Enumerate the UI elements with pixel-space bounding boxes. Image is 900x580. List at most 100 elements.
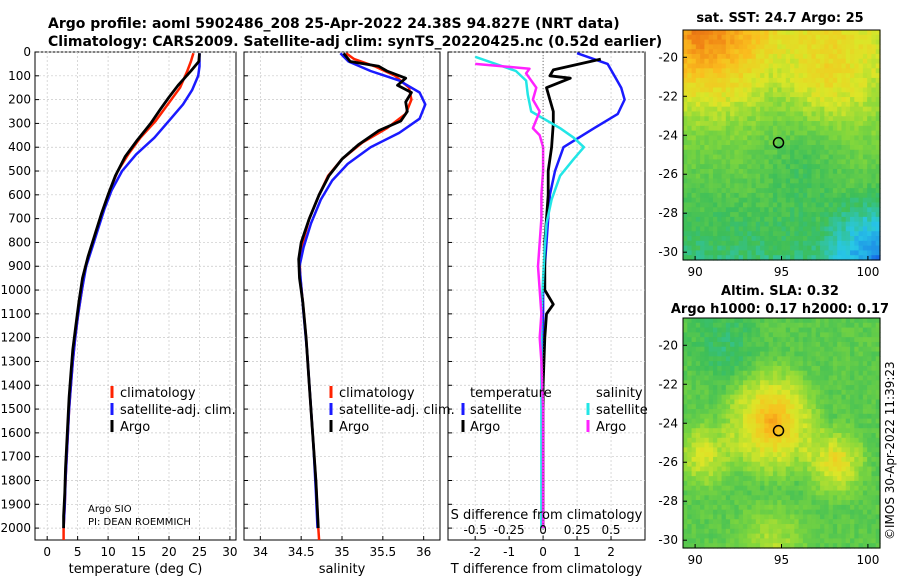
map-cell [691, 332, 697, 338]
map-cell [867, 111, 873, 117]
map-cell [802, 452, 808, 458]
map-cell [845, 485, 851, 492]
map-y-tick-label: -26 [658, 167, 678, 181]
map-cell [704, 380, 710, 386]
map-cell [820, 361, 825, 367]
map-cell [781, 130, 787, 137]
map-cell [747, 409, 753, 415]
map-cell [755, 34, 761, 41]
map-cell [790, 370, 795, 377]
map-cell [862, 332, 868, 338]
map-cell [828, 409, 834, 415]
map-cell [828, 159, 834, 165]
map-cell [704, 351, 710, 357]
map-cell [807, 44, 813, 50]
map-cell [871, 346, 877, 353]
map-cell [734, 154, 740, 160]
map-cell [871, 538, 877, 544]
map-cell [798, 49, 804, 55]
map-cell [794, 130, 800, 137]
map-cell [717, 490, 723, 496]
map-cell [738, 58, 744, 65]
map-cell [862, 480, 868, 487]
map-cell [858, 524, 864, 530]
map-cell [700, 514, 706, 520]
map-cell [781, 337, 787, 343]
map-cell [704, 461, 710, 468]
map-cell [824, 385, 830, 391]
map-cell [738, 44, 744, 50]
map-cell [768, 533, 774, 540]
map-cell [790, 332, 795, 338]
map-cell [687, 380, 693, 386]
map-cell [738, 53, 744, 60]
map-cell [845, 389, 851, 396]
map-cell [875, 106, 881, 113]
map-cell [824, 245, 830, 252]
map-cell [862, 68, 868, 74]
map-cell [777, 361, 783, 367]
plot-frame [34, 51, 237, 541]
map-cell [683, 318, 688, 324]
map-cell [811, 149, 817, 156]
map-cell [790, 399, 795, 405]
map-cell [858, 476, 864, 482]
map-cell [854, 504, 860, 511]
map-y-tick-label: -30 [658, 245, 678, 259]
map-cell [747, 341, 753, 348]
map-cell [747, 255, 753, 261]
map-cell [828, 485, 834, 492]
map-cell [742, 44, 748, 50]
map-cell [704, 399, 710, 405]
map-cell [760, 164, 765, 170]
map-cell [764, 58, 770, 65]
map-cell [721, 240, 727, 247]
map-cell [695, 73, 701, 79]
map-cell [734, 212, 740, 218]
map-cell [772, 409, 778, 415]
map-cell [683, 68, 688, 74]
map-cell [854, 140, 860, 146]
map-cell [725, 318, 731, 324]
map-cell [687, 423, 693, 429]
map-cell [755, 375, 761, 381]
map-cell [721, 500, 727, 506]
map-cell [845, 409, 851, 415]
map-cell [798, 101, 804, 108]
map-cell [820, 409, 825, 415]
map-cell [738, 207, 744, 213]
map-cell [841, 418, 847, 425]
map-cell [691, 44, 697, 50]
map-cell [824, 504, 830, 511]
map-cell [862, 322, 868, 329]
map-cell [704, 509, 710, 516]
map-cell [777, 231, 783, 237]
map-cell [841, 404, 847, 410]
map-cell [862, 365, 868, 372]
map-cell [777, 447, 783, 453]
map-cell [790, 44, 795, 50]
map-cell [730, 145, 735, 151]
map-cell [824, 63, 830, 69]
map-cell [871, 404, 877, 410]
map-cell [712, 183, 718, 189]
map-cell [858, 164, 864, 170]
map-cell [858, 480, 864, 487]
map-cell [871, 202, 877, 208]
map-cell [811, 351, 817, 357]
map-cell [717, 404, 723, 410]
map-cell [790, 197, 795, 204]
map-cell [871, 327, 877, 333]
map-cell [760, 154, 765, 160]
map-cell [802, 202, 808, 208]
map-cell [832, 476, 838, 482]
map-cell [725, 495, 731, 501]
map-cell [798, 524, 804, 530]
series-line-temperature-argo [541, 57, 602, 529]
map-cell [837, 231, 843, 237]
map-cell [772, 168, 778, 175]
map-cell [747, 509, 753, 516]
map-cell [768, 236, 774, 242]
map-cell [798, 97, 804, 103]
map-cell [751, 226, 757, 232]
